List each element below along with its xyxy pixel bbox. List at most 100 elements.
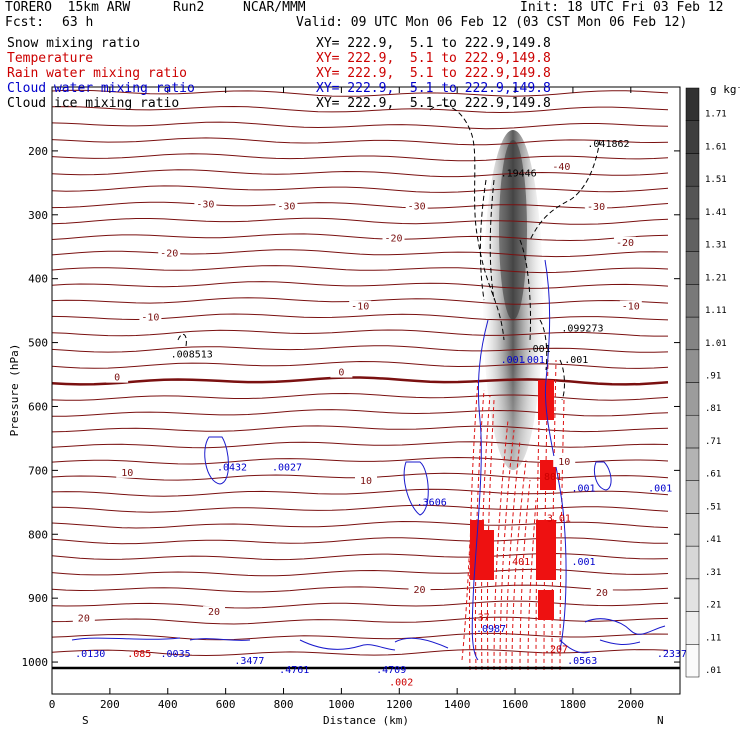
colorbar-level: .61 [705,470,721,480]
extremum-value: .0027 [272,462,302,473]
temp-label-bg [139,311,162,323]
colorbar-level: 1.01 [705,339,727,349]
extremum-value: .2337 [657,649,687,660]
colorbar-swatch [685,644,700,678]
temp-label: -30 [277,201,295,212]
isotherm-line [52,584,669,593]
temp-label-bg [72,612,95,624]
temp-label: -40 [552,162,570,173]
x-tick-label: 400 [158,698,178,711]
temp-label: -20 [616,238,634,249]
extremum-value: .001 [501,355,525,366]
extremum-value: 401 [512,557,530,568]
colorbar-swatch [685,349,700,383]
temp-label: -30 [196,199,214,210]
isotherm-line [52,520,669,529]
colorbar-level: .31 [705,568,721,578]
temp-label: -30 [408,201,426,212]
cloud-ice-contours [177,104,601,401]
isotherm-line [52,265,669,274]
isotherm-line [52,392,669,401]
extremum-value: .001 [571,483,595,494]
temp-label: 0 [114,373,120,384]
colorbar-level: 1.61 [705,142,727,152]
extremum-value: .001 [571,557,595,568]
temp-label: 10 [121,468,133,479]
isotherm-line [52,632,669,641]
isotherm-line [52,329,668,337]
field-name-rain: Rain water mixing ratio [7,66,188,81]
colorbar-level: 1.31 [705,241,727,251]
isotherm-line [52,345,669,353]
x-axis-label: Distance (km) [323,714,409,727]
colorbar: .01 .11 .21 .31 .41 .51 .61 .71 .81 .91 1.01 1.11 1.… [685,87,727,678]
colorbar-swatch [685,218,700,252]
isotherm-line [52,488,669,497]
temp-label-bg [106,371,129,383]
colorbar-level: .81 [705,404,721,414]
isotherm-line [52,409,669,417]
extremum-value: .099273 [561,324,603,335]
isotherm-line [52,233,669,242]
x-tick-label: 600 [216,698,236,711]
colorbar-unit: g kg⁻¹ [710,83,740,96]
isotherm-line [52,201,669,209]
isotherm-line [52,441,669,449]
x-tick-label: 1400 [444,698,471,711]
colorbar-swatch [685,87,700,121]
run-label: Run2 [173,0,205,15]
temp-label-bg [116,466,139,478]
y-tick-label: 600 [28,400,48,413]
extremum-value: .041862 [587,139,629,150]
rain-water-maxima [470,380,556,620]
colorbar-swatch [685,284,700,318]
y-tick-label: 700 [28,464,48,477]
temp-label: 0 [338,368,344,379]
temp-label: 20 [208,607,220,618]
field-name-snow: Snow mixing ratio [7,36,141,51]
colorbar-swatch [685,545,700,580]
temp-label: 10 [360,476,372,487]
colorbar-level: .91 [705,372,721,382]
temp-label-bg [408,583,431,595]
isotherm-line [52,105,669,114]
colorbar-swatch [685,447,700,481]
snow-plume-core [499,140,527,320]
colorbar-level: 1.71 [705,110,727,120]
model-label: TORERO 15km ARW [5,0,131,15]
temp-label-bg [382,232,405,244]
extrema-labels: .008513 .19446 .041862 .099273 .0432 .0027 .36… [75,139,687,689]
field-name-cloud-water: Cloud water mixing ratio [7,81,195,96]
extremum-value: .207 [544,644,568,655]
field-xy-cloud-ice: XY= 222.9, 5.1 to 222.9,149.8 [316,96,551,111]
colorbar-swatch [685,480,700,514]
temp-label: -20 [160,249,178,260]
colorbar-level: 1.11 [705,306,727,316]
extremum-value: .19446 [501,168,537,179]
colorbar-swatch [685,316,700,351]
temp-label-bg [585,201,608,213]
y-axis-label: Pressure (hPa) [8,344,21,437]
extremum-value: .0432 [217,462,247,473]
temp-label-bg [275,200,298,212]
extremum-value: .37 [472,613,490,624]
isotherm-line [52,137,669,146]
y-tick-label: 200 [28,145,48,158]
extremum-value: .0035 [161,649,191,660]
colorbar-level: 1.21 [705,273,727,283]
colorbar-level: 1.41 [705,208,727,218]
isotherm-line [52,281,669,289]
colorbar-level: .51 [705,502,721,512]
temperature-isotherms [52,89,669,657]
extremum-value: .008513 [171,349,213,360]
rain-water-contours [461,359,565,671]
temp-label-bg [203,606,226,618]
extremum-value: .0987 [476,624,506,635]
temp-label: 20 [414,585,426,596]
isotherm-line [52,649,669,657]
isotherm-line [52,169,669,178]
colorbar-swatch [685,120,700,154]
temp-label-bg [194,198,217,210]
temp-label: -30 [587,202,605,213]
